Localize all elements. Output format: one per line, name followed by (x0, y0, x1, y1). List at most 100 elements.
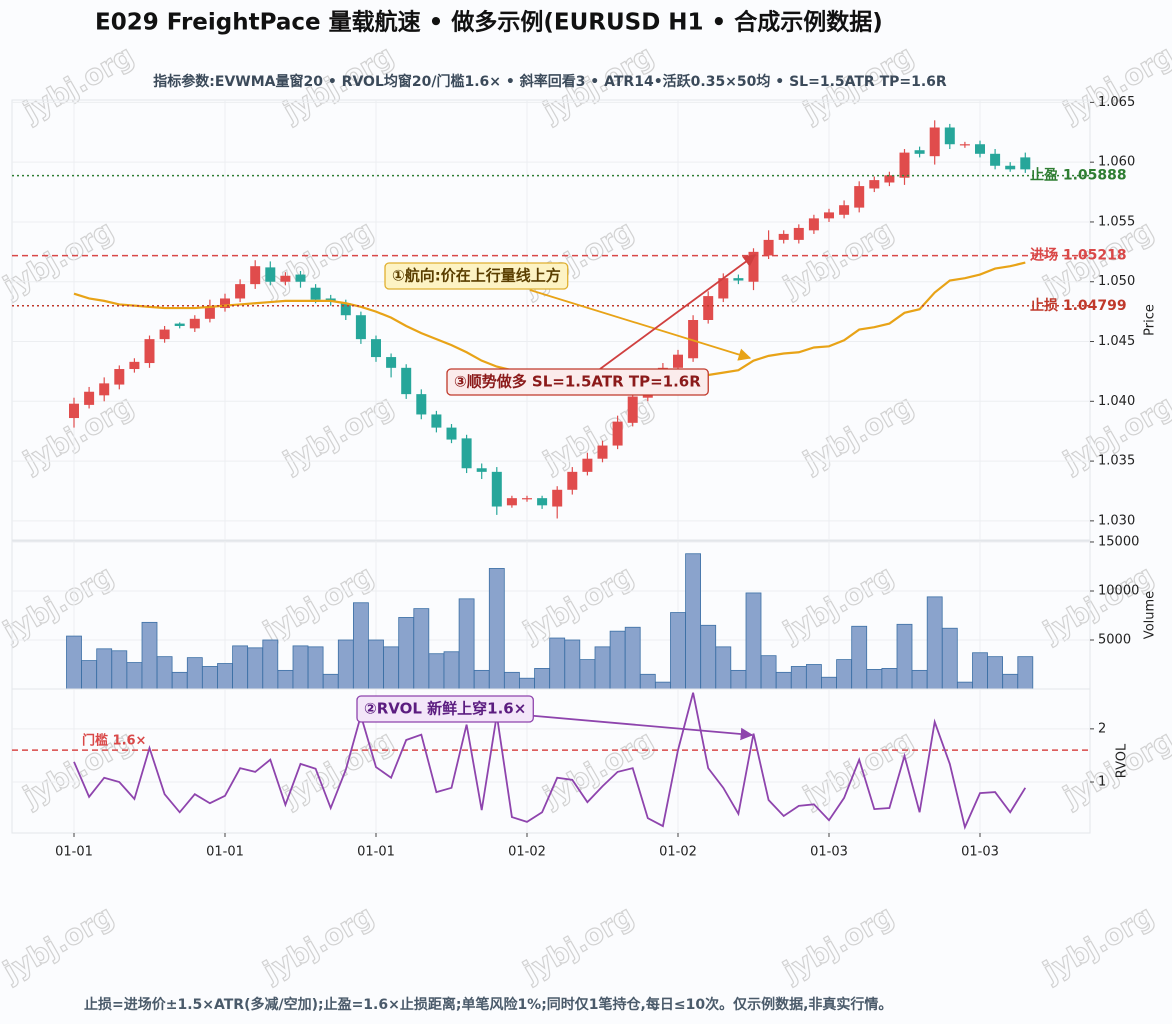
bar (111, 650, 128, 690)
candle-body (793, 227, 804, 240)
y-tick-label: 1.055 (1098, 214, 1135, 229)
bar (534, 668, 550, 690)
level-label: 进场 1.05218 (1030, 248, 1127, 264)
y-tick-label: 1.060 (1098, 155, 1135, 170)
bar (292, 645, 309, 690)
bar (322, 673, 339, 690)
bar (760, 655, 777, 690)
candle-body (114, 369, 125, 385)
bar (488, 568, 505, 690)
candle-body (461, 438, 472, 469)
y-tick-label: 1.050 (1098, 274, 1135, 289)
candle-body (612, 421, 623, 446)
annotation-text: ②RVOL 新鲜上穿1.6× (364, 700, 526, 718)
candle-body (295, 274, 306, 282)
bar (685, 553, 701, 690)
candle-body (386, 357, 397, 368)
annotation-arrow (529, 289, 752, 361)
candle-body (204, 306, 215, 319)
bar (443, 651, 460, 690)
y-tick-label: 1.040 (1098, 394, 1135, 409)
x-tick-label: 01-02 (508, 845, 546, 860)
bar (624, 626, 641, 690)
x-tick-label: 01-02 (659, 845, 697, 860)
candle-body (416, 394, 427, 415)
candle-body (310, 287, 321, 300)
panel-frame (11, 688, 1091, 834)
bar (775, 671, 792, 690)
bar (851, 625, 868, 690)
bar (821, 676, 837, 690)
x-tick-label: 01-03 (810, 845, 848, 860)
bar (81, 660, 97, 690)
bar (896, 623, 913, 690)
annotation-text: ③顺势做多 SL=1.5ATR TP=1.6R (454, 373, 701, 391)
annotation-arrow (599, 254, 757, 370)
candle-body (235, 284, 246, 299)
candle-body (340, 303, 351, 316)
candle-body (159, 329, 170, 340)
annotation-arrow (523, 714, 754, 741)
candle-body (567, 471, 578, 490)
bar (881, 668, 898, 690)
bar (926, 596, 943, 690)
candle-body (401, 367, 412, 395)
annotation-box (446, 368, 709, 396)
candle-body (522, 498, 532, 500)
y-tick-label: 5000 (1098, 632, 1131, 647)
candle-body (914, 150, 925, 154)
candle-body (808, 218, 819, 231)
candle-body (944, 127, 955, 145)
bar (262, 639, 279, 690)
bar (1002, 673, 1019, 690)
candle-body (491, 471, 502, 507)
bar (519, 677, 535, 690)
footnote: 止损=进场价±1.5×ATR(多减/空加);止盈=1.6×止损距离;单笔风险1%… (84, 996, 892, 1013)
bar (700, 624, 717, 690)
bar (730, 669, 747, 690)
annotation-box (384, 262, 569, 290)
candle-body (854, 186, 865, 208)
candle-body (1020, 157, 1031, 170)
bar (639, 673, 656, 690)
candle-body (537, 498, 548, 506)
bar (836, 659, 852, 690)
bar (141, 621, 158, 690)
y-tick-label: 10000 (1098, 583, 1139, 598)
candle-body (627, 396, 638, 423)
bar (911, 669, 928, 690)
y-tick-label: 1.035 (1098, 454, 1135, 469)
bar (352, 602, 369, 690)
candle-body (446, 427, 457, 440)
candle-body (144, 339, 155, 364)
bar (383, 646, 400, 690)
rvol-line (73, 692, 1027, 830)
x-tick-label: 01-03 (961, 845, 999, 860)
bar (564, 639, 581, 690)
bar (126, 662, 143, 690)
bar (368, 639, 384, 690)
bar (579, 659, 596, 690)
threshold-label: 门槛 1.6× (82, 733, 146, 749)
bar (96, 648, 113, 690)
x-tick-label: 01-01 (206, 845, 244, 860)
bar (247, 647, 264, 690)
candle-body (1005, 165, 1016, 170)
candle-body (597, 445, 608, 459)
candle-body (99, 383, 110, 396)
y-tick-label: 1 (1098, 774, 1106, 789)
candle-body (899, 152, 910, 178)
candle-body (250, 266, 261, 285)
level-label: 止盈 1.05888 (1030, 167, 1127, 184)
candle-body (431, 414, 442, 428)
candle-body (839, 205, 850, 215)
bar (609, 630, 626, 690)
candle-body (265, 267, 276, 282)
bar (337, 639, 354, 690)
candle-body (884, 175, 895, 183)
bar (428, 653, 445, 690)
bar (987, 656, 1003, 690)
candle-body (129, 361, 140, 370)
